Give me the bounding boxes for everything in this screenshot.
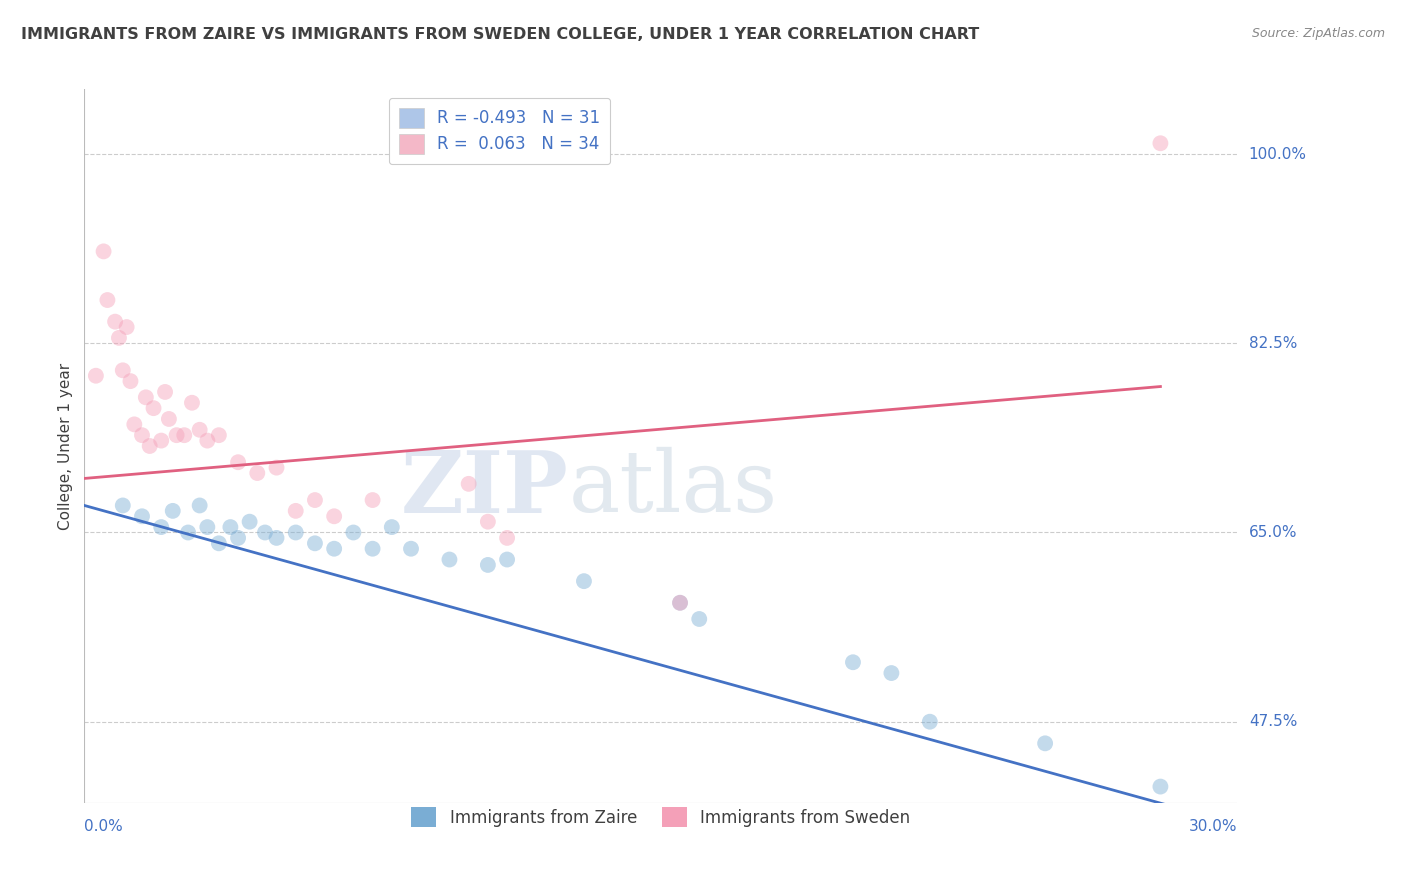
- Point: [381, 520, 404, 534]
- Point: [111, 499, 134, 513]
- Point: [173, 428, 195, 442]
- Point: [477, 558, 499, 572]
- Point: [150, 434, 173, 448]
- Point: [496, 531, 519, 545]
- Text: 0.0%: 0.0%: [84, 819, 124, 834]
- Point: [195, 434, 218, 448]
- Point: [284, 504, 307, 518]
- Point: [142, 401, 165, 416]
- Point: [166, 428, 188, 442]
- Point: [880, 666, 903, 681]
- Point: [1033, 736, 1056, 750]
- Point: [361, 541, 384, 556]
- Point: [284, 525, 307, 540]
- Text: 47.5%: 47.5%: [1249, 714, 1298, 729]
- Point: [226, 531, 249, 545]
- Point: [688, 612, 710, 626]
- Text: 65.0%: 65.0%: [1249, 525, 1298, 540]
- Point: [669, 596, 692, 610]
- Point: [195, 520, 218, 534]
- Point: [266, 460, 288, 475]
- Point: [361, 493, 384, 508]
- Text: ZIP: ZIP: [401, 447, 568, 531]
- Point: [120, 374, 142, 388]
- Point: [208, 536, 231, 550]
- Point: [572, 574, 595, 589]
- Point: [157, 412, 180, 426]
- Point: [138, 439, 160, 453]
- Point: [115, 320, 138, 334]
- Text: atlas: atlas: [568, 447, 778, 531]
- Point: [181, 396, 204, 410]
- Point: [239, 515, 262, 529]
- Point: [304, 536, 326, 550]
- Y-axis label: College, Under 1 year: College, Under 1 year: [58, 362, 73, 530]
- Text: Source: ZipAtlas.com: Source: ZipAtlas.com: [1251, 27, 1385, 40]
- Point: [323, 509, 346, 524]
- Point: [266, 531, 288, 545]
- Point: [135, 390, 157, 404]
- Point: [1149, 136, 1171, 151]
- Point: [131, 509, 153, 524]
- Point: [477, 515, 499, 529]
- Point: [188, 499, 211, 513]
- Text: 82.5%: 82.5%: [1249, 335, 1298, 351]
- Point: [84, 368, 107, 383]
- Point: [219, 520, 242, 534]
- Text: 30.0%: 30.0%: [1189, 819, 1237, 834]
- Point: [208, 428, 231, 442]
- Point: [918, 714, 941, 729]
- Point: [457, 476, 479, 491]
- Point: [1149, 780, 1171, 794]
- Point: [342, 525, 364, 540]
- Point: [150, 520, 173, 534]
- Point: [162, 504, 184, 518]
- Text: IMMIGRANTS FROM ZAIRE VS IMMIGRANTS FROM SWEDEN COLLEGE, UNDER 1 YEAR CORRELATIO: IMMIGRANTS FROM ZAIRE VS IMMIGRANTS FROM…: [21, 27, 980, 42]
- Point: [669, 596, 692, 610]
- Point: [253, 525, 276, 540]
- Point: [111, 363, 134, 377]
- Point: [439, 552, 461, 566]
- Point: [153, 384, 176, 399]
- Point: [304, 493, 326, 508]
- Point: [842, 655, 865, 669]
- Point: [108, 331, 131, 345]
- Point: [93, 244, 115, 259]
- Point: [96, 293, 118, 307]
- Point: [246, 466, 269, 480]
- Point: [226, 455, 249, 469]
- Point: [496, 552, 519, 566]
- Point: [177, 525, 200, 540]
- Point: [124, 417, 146, 432]
- Legend: Immigrants from Zaire, Immigrants from Sweden: Immigrants from Zaire, Immigrants from S…: [401, 797, 921, 838]
- Point: [131, 428, 153, 442]
- Point: [323, 541, 346, 556]
- Point: [188, 423, 211, 437]
- Point: [104, 315, 127, 329]
- Point: [399, 541, 422, 556]
- Text: 100.0%: 100.0%: [1249, 146, 1306, 161]
